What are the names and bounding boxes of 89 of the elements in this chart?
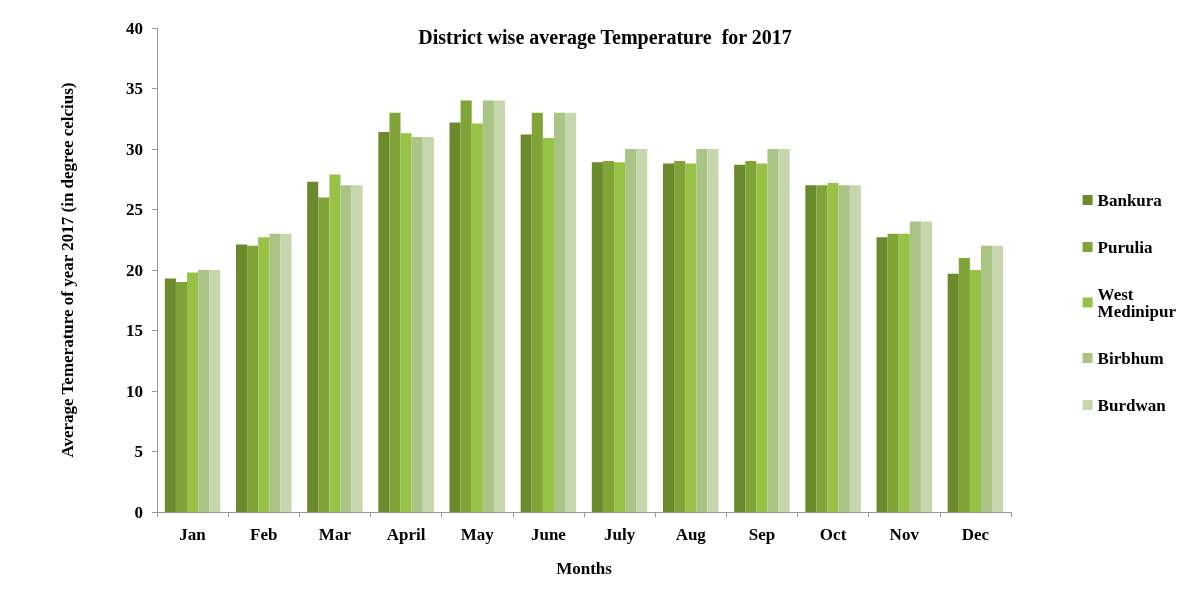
bar (992, 245, 1004, 512)
bar (591, 162, 603, 512)
x-axis-title: Months (556, 559, 613, 578)
y-tick-label: 5 (134, 442, 143, 461)
x-tick-label: Oct (819, 525, 847, 544)
bar (531, 112, 543, 512)
x-tick-label: May (460, 525, 495, 544)
bar (887, 233, 899, 512)
bar (318, 197, 330, 512)
bar (958, 257, 970, 512)
bar (663, 163, 675, 512)
x-tick-label: June (530, 525, 567, 544)
x-tick-label: Aug (675, 525, 707, 544)
bar (734, 164, 746, 512)
chart-title: District wise average Temperature for 2017 (418, 26, 792, 49)
bar (614, 162, 626, 512)
bar (449, 122, 461, 512)
legend-label: Bankura (1097, 190, 1163, 210)
bar (493, 100, 506, 512)
bar (767, 149, 779, 512)
bar (329, 174, 341, 512)
bar (778, 149, 790, 512)
bar (909, 221, 921, 512)
bar (565, 112, 577, 512)
bar (175, 282, 188, 512)
bar (898, 233, 910, 512)
bar (269, 233, 281, 512)
bar (838, 185, 850, 512)
y-tick-label: 20 (126, 260, 143, 280)
y-tick-label: 0 (134, 502, 143, 522)
y-tick-label: 10 (126, 381, 143, 401)
bar (411, 136, 423, 512)
bar (236, 244, 248, 512)
x-tick-label: Sep (748, 525, 776, 544)
bar (625, 149, 637, 512)
bar (378, 132, 390, 512)
bar (969, 270, 981, 512)
x-tick-label: Feb (250, 525, 278, 544)
bar (520, 134, 532, 512)
x-tick-label: Mar (318, 525, 352, 544)
y-tick-label: 40 (126, 18, 143, 38)
bar (258, 237, 270, 512)
legend-label: West Medinipur (1097, 284, 1177, 321)
x-tick-label: Nov (889, 525, 920, 544)
bar (198, 270, 210, 512)
bar (636, 149, 648, 512)
x-tick-label: July (603, 525, 636, 544)
bar (340, 185, 352, 512)
bar (707, 149, 719, 512)
bar (745, 161, 757, 512)
bar (351, 185, 363, 512)
bar (209, 270, 221, 512)
bar (542, 138, 554, 512)
bar (876, 237, 888, 512)
y-tick-label: 30 (126, 139, 143, 159)
x-tick-label: Jan (179, 525, 207, 544)
bar (805, 185, 817, 512)
bar (187, 272, 199, 512)
bar (471, 123, 483, 512)
bar (422, 136, 434, 512)
bar (980, 245, 993, 512)
bar (602, 161, 615, 512)
bar (400, 133, 412, 512)
bar (164, 278, 176, 512)
x-tick-label: April (386, 525, 426, 544)
bar (280, 233, 292, 512)
bar (389, 112, 401, 512)
bar (460, 100, 472, 512)
bar (920, 221, 933, 512)
bar (482, 100, 494, 512)
bar (849, 185, 861, 512)
bar (696, 149, 708, 512)
legend-label: Burdwan (1097, 395, 1167, 415)
y-tick-label: 15 (126, 321, 143, 340)
y-tick-label: 25 (126, 200, 143, 219)
y-axis-title: Average Temerature of year 2017 (in degree celcius) (57, 82, 77, 458)
legend-label: Purulia (1097, 237, 1153, 257)
y-tick-label: 35 (126, 79, 143, 98)
bar (827, 182, 839, 512)
bar (816, 185, 828, 512)
bar (553, 112, 566, 512)
bar (674, 161, 686, 512)
bar (307, 181, 319, 512)
x-tick-label: Dec (961, 525, 990, 544)
bar (756, 163, 768, 512)
bar (947, 273, 959, 512)
bar (685, 163, 697, 512)
bar (247, 245, 259, 512)
legend-label: Birbhum (1097, 348, 1164, 368)
